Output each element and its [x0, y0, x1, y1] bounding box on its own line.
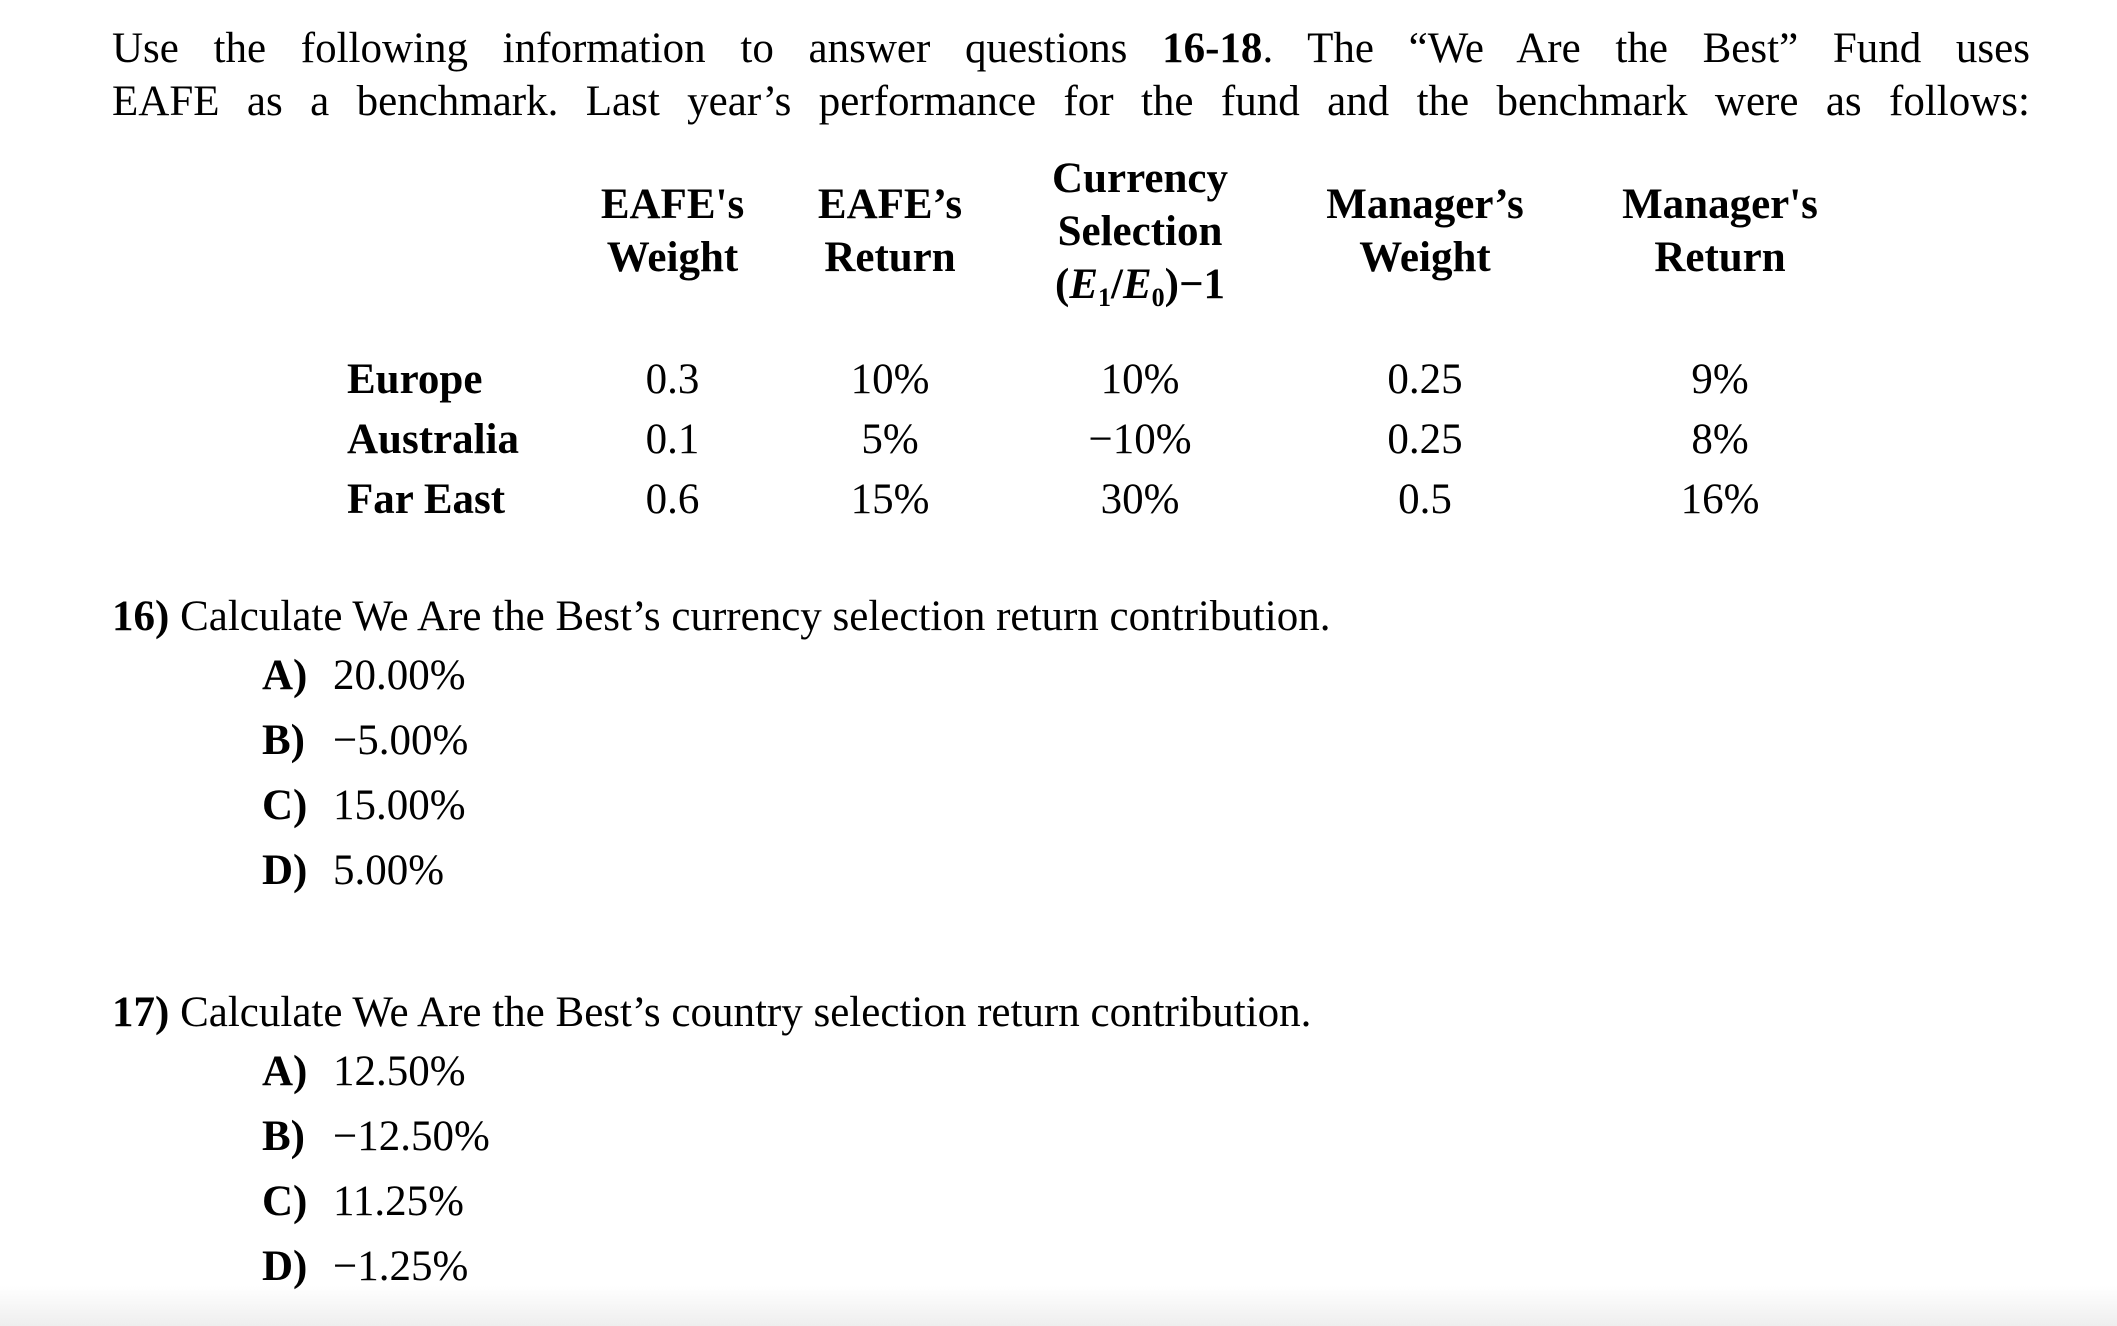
option-label: A) — [262, 1048, 308, 1095]
column-header-region — [347, 150, 560, 312]
formula-part: 0 — [1151, 282, 1165, 312]
header-line: Manager’s — [1326, 181, 1524, 228]
option-row-a: A) 20.00% — [262, 643, 1330, 708]
column-header-eafe-return: EAFE’s Return — [785, 150, 995, 312]
option-label: B) — [262, 717, 305, 764]
table-row-far-east: Far East 0.6 15% 30% 0.5 16% — [347, 470, 1875, 530]
option-value: 11.25% — [333, 1178, 464, 1225]
option-label: D) — [262, 1243, 308, 1290]
question-text: Calculate We Are the Best’s country sele… — [180, 989, 1312, 1036]
question-16-options: A) 20.00% B) −5.00% C) 15.00% D) 5.00% — [262, 643, 1330, 903]
option-value: 5.00% — [333, 847, 445, 894]
header-line: Selection — [1057, 207, 1223, 255]
cell-eafe-weight: 0.6 — [645, 476, 700, 523]
question-17-stem: 17) Calculate We Are the Best’s country … — [112, 986, 1311, 1039]
header-line: Return — [1654, 234, 1786, 281]
intro-line1-post: . The “We Are the Best” Fund uses — [1262, 25, 2030, 72]
cell-currency-selection: 30% — [1100, 476, 1180, 523]
question-16-stem: 16) Calculate We Are the Best’s currency… — [112, 590, 1330, 643]
header-line: EAFE's — [600, 181, 745, 228]
cell-eafe-return: 5% — [861, 416, 919, 463]
option-label: C) — [262, 1178, 308, 1225]
option-label: D) — [262, 847, 308, 894]
option-row-d: D) −1.25% — [262, 1234, 1311, 1299]
formula-part: / — [1111, 260, 1123, 308]
question-number: 16) — [112, 593, 170, 640]
intro-line-1: Use the following information to answer … — [112, 22, 2030, 75]
option-value: −1.25% — [333, 1243, 469, 1290]
formula-part: )−1 — [1164, 260, 1225, 308]
question-text: Calculate We Are the Best’s currency sel… — [180, 593, 1331, 640]
option-value: 15.00% — [333, 782, 466, 829]
header-line: Weight — [1359, 234, 1491, 281]
option-row-b: B) −5.00% — [262, 708, 1330, 773]
formula-part: 1 — [1098, 282, 1112, 312]
option-row-c: C) 11.25% — [262, 1169, 1311, 1234]
formula-part: E — [1069, 260, 1099, 308]
option-row-d: D) 5.00% — [262, 838, 1330, 903]
cell-eafe-return: 10% — [850, 356, 930, 403]
currency-formula: (E1/E0)−1 — [1055, 260, 1225, 311]
cell-eafe-weight: 0.1 — [645, 416, 700, 463]
table-header-row: EAFE's Weight EAFE’s Return Currency Sel… — [347, 150, 1875, 312]
cell-manager-return: 9% — [1691, 356, 1749, 403]
table-row-australia: Australia 0.1 5% −10% 0.25 8% — [347, 410, 1875, 470]
cell-eafe-return: 15% — [850, 476, 930, 523]
header-line: Currency — [1052, 154, 1228, 202]
cell-manager-weight: 0.25 — [1387, 356, 1463, 403]
question-number: 17) — [112, 989, 170, 1036]
cell-eafe-weight: 0.3 — [645, 356, 700, 403]
column-header-eafe-weight: EAFE's Weight — [560, 150, 785, 312]
option-label: B) — [262, 1113, 305, 1160]
formula-part: ( — [1055, 260, 1070, 308]
option-label: A) — [262, 652, 308, 699]
performance-table: EAFE's Weight EAFE’s Return Currency Sel… — [347, 150, 1875, 530]
option-label: C) — [262, 782, 308, 829]
option-row-c: C) 15.00% — [262, 773, 1330, 838]
header-line: EAFE’s — [817, 181, 963, 228]
header-line: Manager's — [1622, 181, 1818, 228]
option-row-b: B) −12.50% — [262, 1104, 1311, 1169]
cell-manager-weight: 0.5 — [1398, 476, 1452, 523]
cell-manager-return: 16% — [1680, 476, 1760, 523]
column-header-manager-weight: Manager’s Weight — [1285, 150, 1565, 312]
question-16: 16) Calculate We Are the Best’s currency… — [112, 590, 1330, 903]
cell-currency-selection: −10% — [1088, 416, 1192, 463]
row-label: Far East — [347, 476, 506, 523]
row-label: Europe — [347, 356, 483, 403]
option-row-a: A) 12.50% — [262, 1039, 1311, 1104]
column-header-manager-return: Manager's Return — [1565, 150, 1875, 312]
row-label: Australia — [347, 416, 519, 463]
cell-manager-weight: 0.25 — [1387, 416, 1463, 463]
question-17: 17) Calculate We Are the Best’s country … — [112, 986, 1311, 1299]
intro-line1-pre: Use the following information to answer … — [112, 25, 1163, 72]
intro-paragraph: Use the following information to answer … — [112, 22, 2030, 128]
question-range: 16-18 — [1162, 25, 1263, 72]
column-header-currency-selection: Currency Selection (E1/E0)−1 — [995, 150, 1285, 312]
header-line: Weight — [606, 234, 739, 281]
header-line: Return — [824, 234, 956, 281]
option-value: −12.50% — [333, 1113, 490, 1160]
option-value: 12.50% — [333, 1048, 466, 1095]
intro-line-2: EAFE as a benchmark. Last year’s perform… — [112, 78, 2030, 125]
cell-manager-return: 8% — [1691, 416, 1749, 463]
formula-part: E — [1122, 260, 1152, 308]
table-row-europe: Europe 0.3 10% 10% 0.25 9% — [347, 312, 1875, 410]
question-17-options: A) 12.50% B) −12.50% C) 11.25% D) −1.25% — [262, 1039, 1311, 1299]
cell-currency-selection: 10% — [1100, 356, 1180, 403]
option-value: −5.00% — [333, 717, 469, 764]
option-value: 20.00% — [333, 652, 466, 699]
